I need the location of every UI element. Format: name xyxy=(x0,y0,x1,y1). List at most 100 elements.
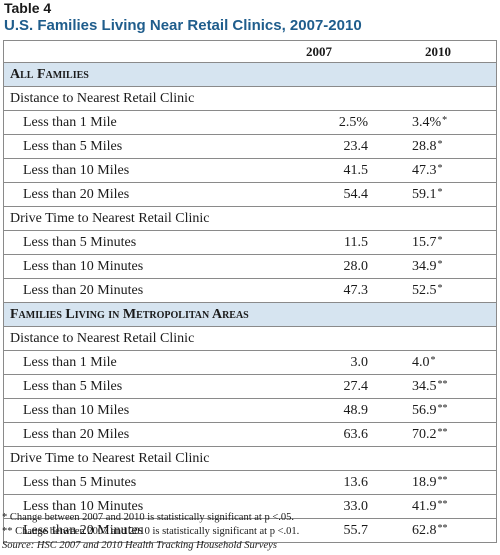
table-figure: Table 4 U.S. Families Living Near Retail… xyxy=(3,0,497,35)
group-label: Drive Time to Nearest Retail Clinic xyxy=(10,210,210,226)
cell-2007: 33.0 xyxy=(343,498,369,514)
significance-mark: ** xyxy=(437,474,448,486)
table-notes: * Change between 2007 and 2010 is statis… xyxy=(2,511,496,553)
significance-mark: * xyxy=(442,114,448,126)
table-row: Less than 20 Miles 54.4 59.1* xyxy=(4,182,496,206)
cell-2010-value: 28.8 xyxy=(412,138,437,154)
cell-2010: 70.2** xyxy=(382,427,494,443)
section-label: Families Living in Metropolitan Areas xyxy=(10,306,249,322)
significance-mark: * xyxy=(437,234,443,246)
group-header-row: Distance to Nearest Retail Clinic xyxy=(4,326,496,350)
group-header-row: Distance to Nearest Retail Clinic xyxy=(4,86,496,110)
row-label: Less than 1 Mile xyxy=(23,114,117,130)
cell-2007: 23.4 xyxy=(343,138,369,154)
row-label: Less than 5 Miles xyxy=(23,138,123,154)
footnote-single-star: * Change between 2007 and 2010 is statis… xyxy=(2,512,294,523)
cell-2007: 41.5 xyxy=(343,162,369,178)
cell-2007: 3.0 xyxy=(350,354,369,370)
group-header-row: Drive Time to Nearest Retail Clinic xyxy=(4,206,496,230)
row-label: Less than 20 Minutes xyxy=(23,522,144,538)
cell-2010: 15.7* xyxy=(382,235,494,251)
row-label: Less than 5 Minutes xyxy=(23,474,137,490)
cell-2007: 55.7 xyxy=(343,522,369,538)
row-label: Less than 10 Miles xyxy=(23,162,130,178)
table-number: Table 4 xyxy=(4,0,52,16)
significance-mark: * xyxy=(437,186,443,198)
row-label: Less than 20 Minutes xyxy=(23,282,144,298)
source-note: Source: HSC 2007 and 2010 Health Trackin… xyxy=(2,540,277,551)
cell-2010: 56.9** xyxy=(382,403,494,419)
header-row: 2007 2010 xyxy=(4,41,496,62)
row-label: Less than 10 Minutes xyxy=(23,498,144,514)
cell-2007: 48.9 xyxy=(343,402,369,418)
cell-2010-value: 56.9 xyxy=(412,402,437,418)
cell-2010: 3.4%* xyxy=(382,115,494,131)
table-row: Less than 10 Miles 41.5 47.3* xyxy=(4,158,496,182)
table-row: Less than 10 Minutes 28.0 34.9* xyxy=(4,254,496,278)
cell-2010-value: 70.2 xyxy=(412,426,437,442)
table-body: All Families Distance to Nearest Retail C… xyxy=(4,62,496,542)
cell-2010: 41.9** xyxy=(382,499,494,515)
cell-2010-value: 34.5 xyxy=(412,378,437,394)
cell-2007: 47.3 xyxy=(343,282,369,298)
cell-2010-value: 62.8 xyxy=(412,522,437,538)
cell-2010-value: 47.3 xyxy=(412,162,437,178)
table-row: Less than 5 Minutes 13.6 18.9** xyxy=(4,470,496,494)
significance-mark: ** xyxy=(437,378,448,390)
cell-2010: 52.5* xyxy=(382,283,494,299)
cell-2010: 62.8** xyxy=(382,523,494,539)
table-row: Less than 5 Miles 23.4 28.8* xyxy=(4,134,496,158)
cell-2007: 54.4 xyxy=(343,186,369,202)
significance-mark: * xyxy=(437,282,443,294)
cell-2007: 27.4 xyxy=(343,378,369,394)
footnote-double-star: ** Change between 2007 and 2010 is stati… xyxy=(2,526,300,537)
cell-2010-value: 18.9 xyxy=(412,474,437,490)
row-label: Less than 20 Miles xyxy=(23,426,130,442)
column-header-2007: 2007 xyxy=(306,43,332,59)
cell-2007: 2.5% xyxy=(338,114,368,130)
cell-2010-value: 41.9 xyxy=(412,498,437,514)
cell-2007: 13.6 xyxy=(343,474,369,490)
cell-2007: 28.0 xyxy=(343,258,369,274)
row-label: Less than 20 Miles xyxy=(23,186,130,202)
significance-mark: ** xyxy=(437,426,448,438)
significance-mark: ** xyxy=(437,402,448,414)
cell-2010: 59.1* xyxy=(382,187,494,203)
table-title: U.S. Families Living Near Retail Clinics… xyxy=(4,17,362,34)
cell-2010-value: 15.7 xyxy=(412,234,437,250)
significance-mark: * xyxy=(437,162,443,174)
cell-2010: 4.0* xyxy=(382,355,494,371)
cell-2010: 28.8* xyxy=(382,139,494,155)
cell-2010: 18.9** xyxy=(382,475,494,491)
significance-mark: ** xyxy=(437,498,448,510)
row-label: Less than 10 Minutes xyxy=(23,258,144,274)
section-header-row: Families Living in Metropolitan Areas xyxy=(4,302,496,326)
cell-2010: 47.3* xyxy=(382,163,494,179)
significance-mark: * xyxy=(430,354,436,366)
data-table: 2007 2010 All Families Distance to Neares… xyxy=(3,40,497,543)
group-label: Distance to Nearest Retail Clinic xyxy=(10,330,195,346)
table-row: Less than 20 Minutes 47.3 52.5* xyxy=(4,278,496,302)
cell-2010: 34.5** xyxy=(382,379,494,395)
significance-mark: * xyxy=(437,258,443,270)
group-header-row: Drive Time to Nearest Retail Clinic xyxy=(4,446,496,470)
cell-2010-value: 59.1 xyxy=(412,186,437,202)
table-row: Less than 20 Minutes 55.7 62.8** xyxy=(4,518,496,542)
table-row: Less than 20 Miles 63.6 70.2** xyxy=(4,422,496,446)
table-row: Less than 5 Miles 27.4 34.5** xyxy=(4,374,496,398)
table-row: Less than 1 Mile 3.0 4.0* xyxy=(4,350,496,374)
cell-2010-value: 3.4% xyxy=(412,114,442,130)
significance-mark: * xyxy=(437,138,443,150)
significance-mark: ** xyxy=(437,522,448,534)
group-label: Drive Time to Nearest Retail Clinic xyxy=(10,450,210,466)
row-label: Less than 1 Mile xyxy=(23,354,117,370)
cell-2010-value: 34.9 xyxy=(412,258,437,274)
cell-2010-value: 52.5 xyxy=(412,282,437,298)
table-row: Less than 10 Minutes 33.0 41.9** xyxy=(4,494,496,518)
row-label: Less than 5 Minutes xyxy=(23,234,137,250)
row-label: Less than 10 Miles xyxy=(23,402,130,418)
cell-2007: 63.6 xyxy=(343,426,369,442)
table-row: Less than 10 Miles 48.9 56.9** xyxy=(4,398,496,422)
row-label: Less than 5 Miles xyxy=(23,378,123,394)
section-header-row: All Families xyxy=(4,62,496,86)
